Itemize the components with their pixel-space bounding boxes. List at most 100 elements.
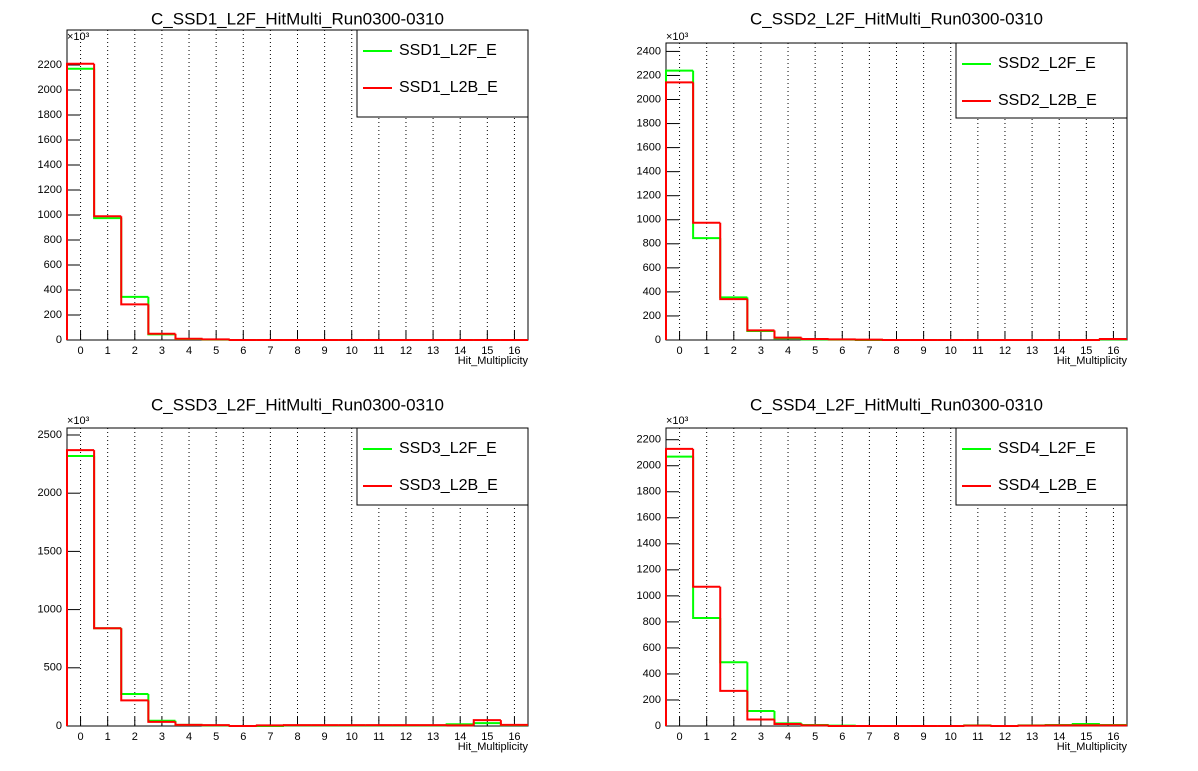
x-tick-label: 11 bbox=[373, 731, 384, 743]
x-tick-label: 8 bbox=[294, 345, 300, 357]
histogram-bin bbox=[800, 724, 829, 727]
x-tick-label: 4 bbox=[186, 345, 192, 357]
legend-label: SSD4_L2B_E bbox=[998, 477, 1097, 494]
y-tick-label: 2400 bbox=[637, 45, 661, 57]
x-tick-label: 14 bbox=[454, 731, 466, 743]
x-tick-label: 15 bbox=[481, 345, 493, 357]
y-tick-label: 1000 bbox=[38, 604, 62, 616]
legend-label: SSD1_L2B_E bbox=[399, 79, 498, 96]
histogram-bin bbox=[66, 62, 95, 340]
histogram-bin bbox=[174, 721, 203, 726]
y-tick-label: 1200 bbox=[637, 564, 661, 576]
chart-title: C_SSD4_L2F_HitMulti_Run0300-0310 bbox=[750, 395, 1043, 414]
legend-box bbox=[356, 427, 529, 506]
y-tick-label: 800 bbox=[643, 616, 661, 628]
x-tick-label: 11 bbox=[972, 345, 983, 357]
y-tick-label: 1600 bbox=[637, 142, 661, 154]
x-tick-label: 4 bbox=[785, 345, 791, 357]
histogram-bin bbox=[472, 719, 501, 726]
x-tick-label: 15 bbox=[481, 731, 493, 743]
histogram-bin bbox=[665, 447, 694, 726]
x-axis-label: Hit_Multiplicity bbox=[458, 741, 529, 753]
y-tick-label: 1800 bbox=[38, 109, 62, 121]
histogram-bin bbox=[692, 448, 721, 588]
x-tick-label: 9 bbox=[322, 345, 328, 357]
x-tick-label: 3 bbox=[758, 731, 764, 743]
y-tick-label: 0 bbox=[56, 334, 62, 346]
x-tick-label: 2 bbox=[731, 345, 737, 357]
x-tick-label: 12 bbox=[999, 731, 1011, 743]
y-tick-label: 0 bbox=[56, 720, 62, 732]
x-tick-label: 4 bbox=[785, 731, 791, 743]
x-tick-label: 0 bbox=[676, 345, 682, 357]
x-tick-label: 13 bbox=[427, 345, 439, 357]
y-tick-label: 1200 bbox=[637, 190, 661, 202]
histogram-bin bbox=[174, 333, 203, 340]
legend-label: SSD4_L2F_E bbox=[998, 440, 1096, 457]
chart-title: C_SSD2_L2F_HitMulti_Run0300-0310 bbox=[750, 9, 1043, 28]
y-tick-label: 500 bbox=[44, 662, 62, 674]
histogram-bin bbox=[773, 330, 802, 339]
histogram-bin bbox=[228, 339, 257, 341]
y-tick-label: 2000 bbox=[38, 487, 62, 499]
x-tick-label: 14 bbox=[1053, 731, 1065, 743]
x-tick-label: 5 bbox=[812, 345, 818, 357]
x-tick-label: 3 bbox=[758, 345, 764, 357]
x-tick-label: 14 bbox=[454, 345, 466, 357]
y-multiplier: ×10³ bbox=[67, 415, 90, 427]
x-tick-label: 12 bbox=[400, 731, 412, 743]
chart-title: C_SSD1_L2F_HitMulti_Run0300-0310 bbox=[151, 9, 444, 28]
x-tick-label: 7 bbox=[866, 731, 872, 743]
histogram-bin bbox=[800, 337, 829, 341]
histogram-bin bbox=[228, 725, 257, 727]
y-tick-label: 400 bbox=[643, 286, 661, 298]
y-tick-label: 0 bbox=[655, 720, 661, 732]
y-tick-label: 400 bbox=[643, 668, 661, 680]
histogram-bin bbox=[201, 338, 230, 341]
y-multiplier: ×10³ bbox=[67, 31, 90, 43]
x-tick-label: 3 bbox=[159, 731, 165, 743]
y-tick-label: 1600 bbox=[637, 512, 661, 524]
x-tick-label: 10 bbox=[945, 731, 957, 743]
y-tick-label: 2200 bbox=[637, 434, 661, 446]
y-tick-label: 1800 bbox=[637, 486, 661, 498]
x-tick-label: 13 bbox=[1026, 731, 1038, 743]
histogram-bin bbox=[120, 628, 149, 702]
x-tick-label: 6 bbox=[839, 731, 845, 743]
x-tick-label: 5 bbox=[812, 731, 818, 743]
y-tick-label: 1400 bbox=[38, 159, 62, 171]
histogram-bin bbox=[66, 449, 95, 726]
x-tick-label: 1 bbox=[105, 345, 111, 357]
x-tick-label: 14 bbox=[1053, 345, 1065, 357]
x-tick-label: 7 bbox=[866, 345, 872, 357]
histogram-bin bbox=[719, 222, 748, 301]
y-tick-label: 800 bbox=[643, 238, 661, 250]
y-tick-label: 600 bbox=[643, 642, 661, 654]
y-tick-label: 2200 bbox=[38, 59, 62, 71]
x-tick-label: 11 bbox=[972, 731, 983, 743]
legend-label: SSD2_L2F_E bbox=[998, 55, 1096, 72]
y-tick-label: 1800 bbox=[637, 117, 661, 129]
x-axis-label: Hit_Multiplicity bbox=[458, 355, 529, 367]
histogram-bin bbox=[746, 690, 775, 721]
x-tick-label: 16 bbox=[1107, 345, 1119, 357]
y-multiplier: ×10³ bbox=[666, 415, 689, 427]
histogram-bin bbox=[773, 719, 802, 726]
x-tick-label: 2 bbox=[132, 731, 138, 743]
x-tick-label: 9 bbox=[921, 345, 927, 357]
x-axis-label: Hit_Multiplicity bbox=[1057, 355, 1128, 367]
histogram-bin bbox=[746, 297, 775, 332]
histogram-bin bbox=[147, 304, 176, 335]
x-tick-label: 6 bbox=[240, 345, 246, 357]
x-tick-label: 16 bbox=[508, 731, 520, 743]
x-tick-label: 2 bbox=[731, 731, 737, 743]
histogram-bin bbox=[1098, 338, 1127, 341]
y-tick-label: 2200 bbox=[637, 69, 661, 81]
x-tick-label: 16 bbox=[508, 345, 520, 357]
y-tick-label: 600 bbox=[643, 262, 661, 274]
y-tick-label: 1000 bbox=[637, 214, 661, 226]
y-tick-label: 1200 bbox=[38, 184, 62, 196]
histogram-bin bbox=[665, 81, 694, 340]
